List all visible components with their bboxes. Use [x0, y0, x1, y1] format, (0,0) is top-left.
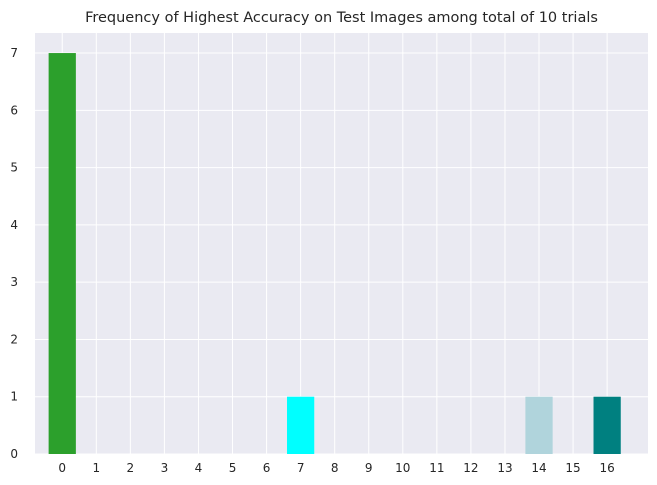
y-tick-label: 1	[10, 390, 18, 404]
x-tick-label: 14	[531, 461, 546, 475]
y-tick-label: 2	[10, 332, 18, 346]
x-tick-labels: 0 1 2 3 4 5 6 7 8 9 10 11 12 13 14 15 16	[58, 461, 614, 475]
x-tick-label: 8	[331, 461, 339, 475]
x-tick-label: 7	[297, 461, 305, 475]
bar-0	[48, 53, 76, 455]
y-tick-label: 3	[10, 275, 18, 289]
x-tick-label: 16	[599, 461, 614, 475]
x-tick-label: 2	[127, 461, 135, 475]
x-tick-label: 13	[497, 461, 512, 475]
x-tick-label: 3	[161, 461, 169, 475]
y-tick-label: 7	[10, 46, 18, 60]
y-tick-labels: 0 1 2 3 4 5 6 7	[10, 46, 18, 461]
y-tick-label: 4	[10, 218, 18, 232]
x-tick-label: 11	[429, 461, 444, 475]
x-tick-label: 12	[463, 461, 478, 475]
y-tick-label: 6	[10, 103, 18, 117]
bar-16	[593, 396, 621, 454]
bar-7	[287, 396, 315, 454]
bar-14	[525, 396, 553, 454]
x-tick-label: 4	[195, 461, 203, 475]
x-tick-label: 6	[263, 461, 271, 475]
x-tick-label: 10	[395, 461, 410, 475]
x-tick-label: 1	[92, 461, 100, 475]
grid-lines	[35, 33, 648, 455]
chart-title: Frequency of Highest Accuracy on Test Im…	[85, 10, 598, 26]
y-tick-label: 5	[10, 161, 18, 175]
x-tick-label: 0	[58, 461, 66, 475]
y-tick-label: 0	[10, 447, 18, 461]
bars	[48, 53, 621, 455]
x-tick-label: 5	[229, 461, 237, 475]
x-tick-label: 15	[565, 461, 580, 475]
x-tick-label: 9	[365, 461, 373, 475]
plot-area	[35, 33, 648, 454]
